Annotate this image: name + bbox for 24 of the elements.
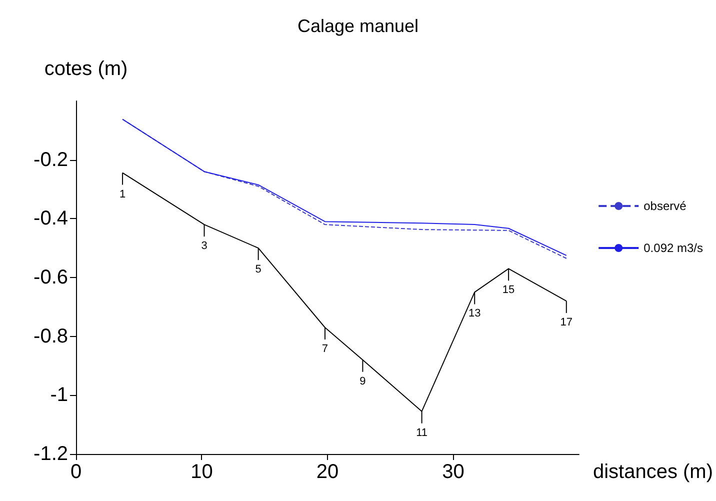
chart-title: Calage manuel [297,16,419,36]
y-tick-label: -0.2 [34,148,68,171]
x-tick-label: 20 [316,461,339,483]
annotation: 5 [255,264,262,276]
x-tick-label: 0 [70,461,82,483]
legend-label: observé [644,199,687,213]
annotation: 9 [360,375,366,388]
x-tick-label: 10 [190,461,213,483]
annotation: 15 [502,284,515,296]
y-tick-label: -0.6 [34,266,68,288]
annotation: 11 [416,426,428,439]
y-tick-label: -1.2 [34,443,68,465]
x-axis-title: distances (m) [592,461,713,483]
annotation: 7 [322,343,328,356]
x-tick-label: 30 [442,461,464,483]
annotation: 3 [201,240,208,252]
annotation: 13 [468,308,481,320]
y-axis-title: cotes (m) [44,58,128,80]
y-tick-label: -0.4 [34,208,68,230]
y-tick-label: -0.8 [34,325,68,348]
legend-label: 0.092 m3/s [644,241,704,255]
y-tick-label: -1 [50,384,68,406]
annotation: 1 [119,188,126,200]
annotation: 17 [560,316,573,329]
